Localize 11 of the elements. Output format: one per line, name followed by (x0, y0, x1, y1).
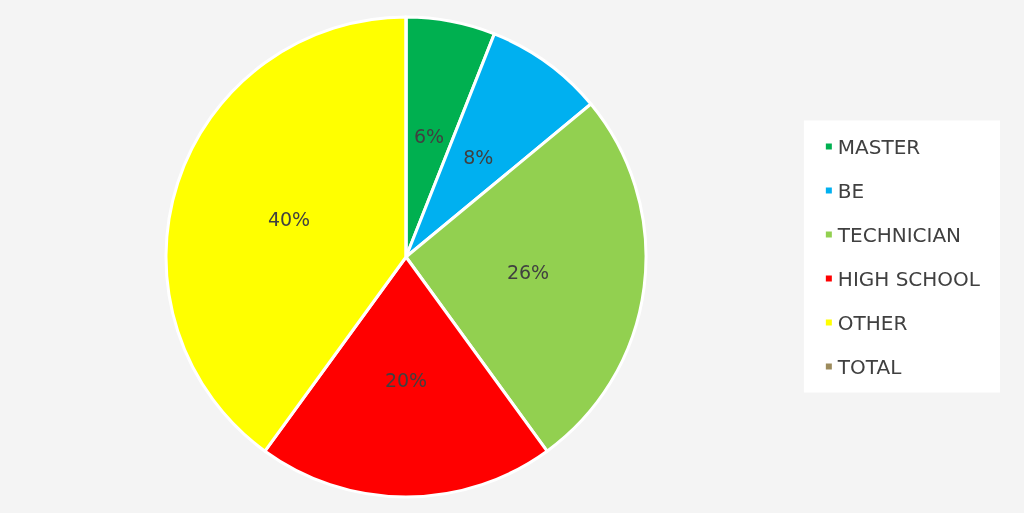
data-label: 26% (506, 261, 550, 284)
data-label: 40% (267, 207, 311, 230)
data-label: 8% (463, 146, 494, 169)
legend-label: MASTER (837, 134, 921, 159)
data-label: 6% (413, 125, 445, 148)
data-label: 20% (384, 369, 428, 391)
legend-label: TECHNICIAN (836, 222, 962, 247)
legend-label: OTHER (837, 310, 908, 335)
legend-label: HIGH SCHOOL (837, 266, 981, 291)
legend-label: TOTAL (836, 354, 903, 379)
legend-label: BE (837, 178, 865, 203)
